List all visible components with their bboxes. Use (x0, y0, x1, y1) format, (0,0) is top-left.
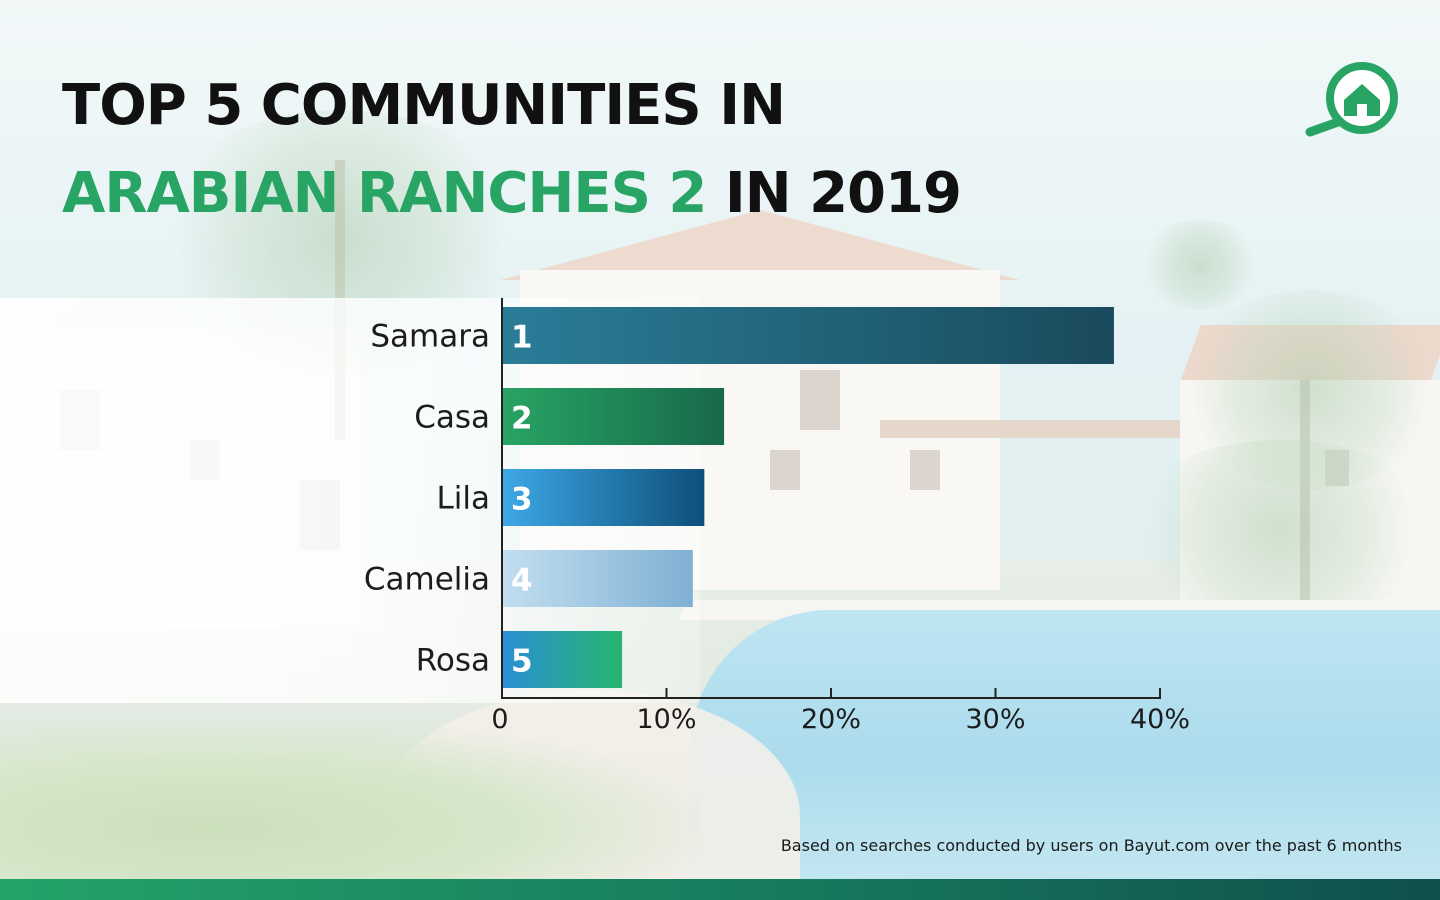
page-title: TOP 5 COMMUNITIES IN ARABIAN RANCHES 2 I… (62, 62, 962, 238)
rank-label: 3 (511, 482, 533, 518)
bar-camelia (503, 550, 693, 607)
category-label: Camelia (364, 562, 490, 598)
villa-roof (500, 210, 1020, 280)
x-tick-label: 20% (801, 704, 861, 735)
bar-lila (503, 469, 705, 526)
bar-samara (503, 307, 1114, 364)
rank-label: 5 (511, 644, 533, 680)
shrub (1120, 440, 1440, 620)
footnote: Based on searches conducted by users on … (780, 836, 1402, 855)
house-search-icon (1305, 62, 1398, 137)
lawn (0, 720, 700, 900)
x-tick-label: 10% (636, 704, 696, 735)
rank-label: 4 (511, 563, 533, 599)
title-highlight: ARABIAN RANCHES 2 (62, 161, 707, 226)
rank-label: 1 (511, 320, 533, 356)
x-tick-label: 30% (965, 704, 1025, 735)
pergola (880, 420, 1180, 438)
bar-casa (503, 388, 725, 445)
category-label: Samara (370, 319, 490, 355)
footer-bar (0, 879, 1440, 900)
x-tick-label: 40% (1130, 704, 1190, 735)
swimming-pool (690, 610, 1440, 900)
title-line-1: TOP 5 COMMUNITIES IN (62, 73, 786, 138)
category-label: Lila (437, 481, 491, 517)
x-tick-label: 0 (491, 704, 508, 735)
rank-label: 2 (511, 401, 533, 437)
title-line-2-rest: IN 2019 (706, 161, 962, 226)
category-label: Casa (414, 400, 490, 436)
bars-layer: 1 Samara 2 Casa 3 Lila 4 Camelia 5 Rosa (364, 307, 1114, 688)
x-ticks: 0 10% 20% 30% 40% (491, 688, 1190, 735)
category-label: Rosa (416, 643, 490, 679)
bar-rosa (503, 631, 623, 688)
palm-tree (1140, 220, 1260, 310)
